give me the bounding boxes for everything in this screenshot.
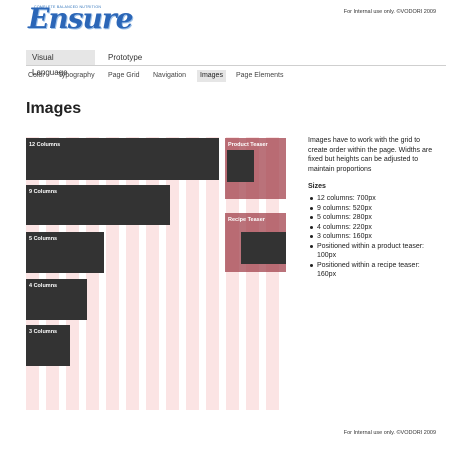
subnav-page-elements[interactable]: Page Elements: [236, 72, 284, 79]
sizes-list: 12 columns: 700px 9 columns: 520px 5 col…: [308, 194, 438, 280]
grid-column: [266, 137, 279, 410]
tab-visual-language[interactable]: Visual Language: [26, 50, 95, 77]
internal-note-top: For Internal use only. ©VODORI 2009: [343, 9, 436, 15]
logo-tagline: COMPLETE BALANCED NUTRITION: [34, 5, 102, 9]
image-block-12-columns: 12 Columns: [26, 138, 219, 180]
recipe-teaser-image: [241, 232, 286, 264]
page-title: Images: [26, 100, 82, 117]
logo-wordmark: Ensure: [28, 2, 133, 35]
subnav-page-grid[interactable]: Page Grid: [108, 72, 140, 79]
subnav-typography[interactable]: Typography: [58, 72, 95, 79]
list-item: 12 columns: 700px: [308, 194, 438, 204]
sizes-heading: Sizes: [308, 183, 326, 190]
image-block-5-columns: 5 Columns: [26, 232, 104, 273]
image-block-9-columns: 9 Columns: [26, 185, 170, 225]
product-teaser-label: Product Teaser: [228, 142, 268, 148]
images-description: Images have to work with the grid to cre…: [308, 137, 433, 173]
primary-tabs: Visual Language Prototype: [26, 50, 446, 77]
subnav-color[interactable]: Color: [28, 72, 45, 79]
subnav-images[interactable]: Images: [197, 70, 226, 82]
list-item: 9 columns: 520px: [308, 204, 438, 214]
grid-column: [246, 137, 259, 410]
list-item: 4 columns: 220px: [308, 223, 438, 233]
tab-prototype[interactable]: Prototype: [108, 53, 143, 62]
product-teaser: Product Teaser: [225, 138, 286, 199]
subnav-navigation[interactable]: Navigation: [153, 72, 187, 79]
grid-column: [206, 137, 219, 410]
list-item: 3 columns: 160px: [308, 232, 438, 242]
list-item: 5 columns: 280px: [308, 213, 438, 223]
product-teaser-image: [227, 150, 254, 182]
grid-demo: 12 Columns 9 Columns 5 Columns 4 Columns…: [26, 137, 286, 410]
grid-column: [226, 137, 239, 410]
image-block-3-columns: 3 Columns: [26, 325, 70, 366]
list-item: Positioned within a recipe teaser: 160px: [308, 261, 438, 280]
grid-column: [186, 137, 199, 410]
recipe-teaser: Recipe Teaser: [225, 213, 286, 272]
list-item: Positioned within a product teaser: 100p…: [308, 242, 438, 261]
recipe-teaser-label: Recipe Teaser: [228, 217, 265, 223]
internal-note-bottom: For Internal use only. ©VODORI 2009: [343, 430, 436, 436]
image-block-4-columns: 4 Columns: [26, 279, 87, 320]
